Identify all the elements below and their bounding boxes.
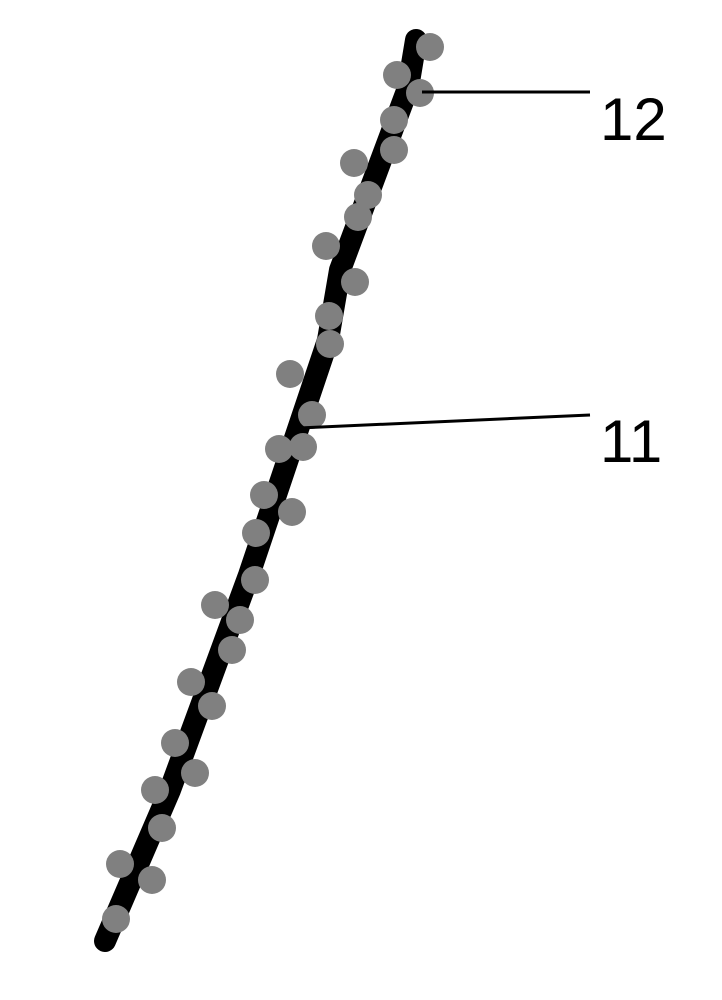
particle xyxy=(340,149,368,177)
leader-line-11 xyxy=(299,415,590,428)
particle xyxy=(102,905,130,933)
particle xyxy=(181,759,209,787)
particle xyxy=(161,729,189,757)
particle xyxy=(276,360,304,388)
particle xyxy=(416,33,444,61)
particle xyxy=(354,181,382,209)
particle xyxy=(106,850,134,878)
label-12: 12 xyxy=(600,85,667,154)
particle xyxy=(265,435,293,463)
particle xyxy=(298,401,326,429)
particle xyxy=(289,433,317,461)
particle xyxy=(380,136,408,164)
particle xyxy=(278,498,306,526)
particle xyxy=(138,866,166,894)
particle xyxy=(241,566,269,594)
particle xyxy=(148,814,176,842)
particle xyxy=(141,776,169,804)
particle xyxy=(242,519,270,547)
particle xyxy=(201,591,229,619)
particle xyxy=(226,606,254,634)
diagram-container: 12 11 xyxy=(0,0,722,1000)
particle xyxy=(218,636,246,664)
particle xyxy=(312,232,340,260)
particle xyxy=(383,61,411,89)
particle xyxy=(315,302,343,330)
particle xyxy=(198,692,226,720)
label-11: 11 xyxy=(600,407,662,476)
particle xyxy=(380,106,408,134)
particle xyxy=(316,330,344,358)
particle xyxy=(177,668,205,696)
particle xyxy=(341,268,369,296)
particle xyxy=(250,481,278,509)
